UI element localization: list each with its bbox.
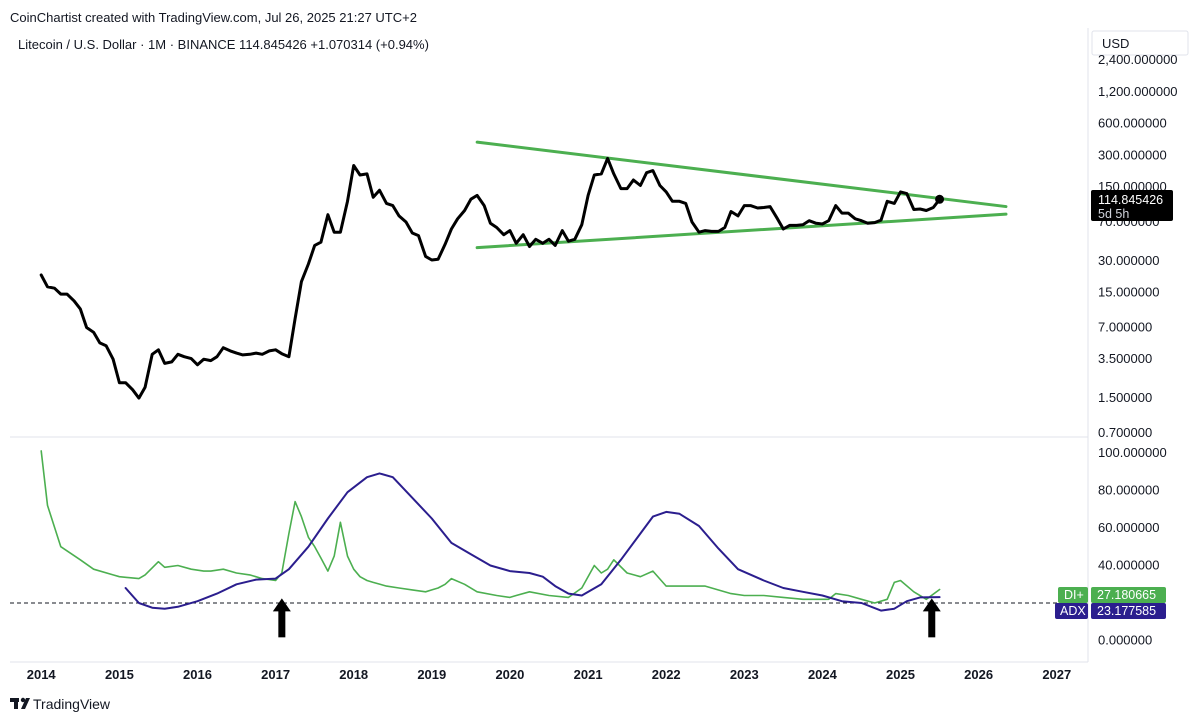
adx-series-line[interactable]: [124, 472, 941, 612]
price-axis-label: 300.000000: [1098, 147, 1167, 162]
time-axis-label: 2024: [808, 667, 838, 682]
adx-tag: ADX 23.177585: [1055, 603, 1166, 619]
price-axis-label: 0.700000: [1098, 425, 1152, 440]
indicator-axis-label: 100.000000: [1098, 445, 1167, 460]
adx-tag-value-box: [1091, 603, 1166, 619]
price-tag: 114.845426 5d 5h: [1091, 190, 1173, 221]
trendline-upper[interactable]: [475, 140, 1008, 209]
time-axis-label: 2017: [261, 667, 290, 682]
di-tag-label: DI+: [1064, 588, 1084, 602]
time-axis-label: 2023: [730, 667, 759, 682]
time-axis-label: 2022: [652, 667, 681, 682]
tradingview-logo[interactable]: TradingView: [10, 696, 111, 712]
price-axis-label: 1.500000: [1098, 390, 1152, 405]
adx-tag-value: 23.177585: [1097, 604, 1156, 618]
time-axis-label: 2025: [886, 667, 915, 682]
currency-button[interactable]: [1091, 30, 1189, 56]
time-axis[interactable]: 2014 2015 2016 2017 2018 2019 2020 2021 2022 2023…: [27, 667, 1072, 682]
price-axis-label: 15.000000: [1098, 285, 1159, 300]
price-series-line[interactable]: [39, 156, 942, 400]
di-tag-name-box: [1058, 587, 1088, 603]
time-axis-label: 2027: [1042, 667, 1071, 682]
time-axis-label: 2019: [417, 667, 446, 682]
price-tag-value: 114.845426: [1098, 193, 1163, 207]
last-price-marker[interactable]: [935, 194, 945, 204]
indicator-axis-label: 80.000000: [1098, 482, 1159, 497]
price-pane[interactable]: [39, 140, 1008, 400]
indicator-axis-label: 40.000000: [1098, 558, 1159, 573]
di-tag-value: 27.180665: [1097, 588, 1156, 602]
di-tag: DI+ 27.180665: [1058, 587, 1166, 603]
currency-label: USD: [1102, 36, 1129, 51]
adx-tag-label: ADX: [1060, 604, 1086, 618]
adx-tag-name-box: [1055, 603, 1088, 619]
indicator-axis-label: 60.000000: [1098, 520, 1159, 535]
price-tag-box: [1091, 190, 1173, 221]
time-axis-label: 2026: [964, 667, 993, 682]
time-axis-label: 2016: [183, 667, 212, 682]
price-axis-label: 600.000000: [1098, 116, 1167, 131]
indicator-axis-label: 0.000000: [1098, 633, 1152, 648]
up-arrow-icon: [272, 598, 291, 638]
price-axis-label: 3.500000: [1098, 351, 1152, 366]
di-plus-series-line[interactable]: [40, 450, 941, 604]
up-arrow-icon: [922, 598, 941, 638]
di-tag-value-box: [1091, 587, 1166, 603]
time-axis-label: 2018: [339, 667, 368, 682]
price-axis[interactable]: 0.700000 1.500000 3.500000 7.000000 15.00000…: [1098, 52, 1178, 440]
tradingview-brand: TradingView: [33, 696, 111, 712]
price-axis-label: 7.000000: [1098, 320, 1152, 335]
trendline-lower[interactable]: [475, 212, 1008, 250]
price-axis-label: 2,400.000000: [1098, 52, 1178, 67]
time-axis-label: 2014: [27, 667, 57, 682]
symbol-legend[interactable]: Litecoin / U.S. Dollar · 1M · BINANCE 11…: [18, 37, 429, 52]
time-axis-label: 2015: [105, 667, 134, 682]
time-axis-label: 2021: [574, 667, 603, 682]
chart-caption: CoinChartist created with TradingView.co…: [10, 10, 417, 25]
price-tag-countdown: 5d 5h: [1098, 207, 1129, 221]
price-axis-label: 30.000000: [1098, 253, 1159, 268]
price-axis-label: 1,200.000000: [1098, 84, 1178, 99]
indicator-pane[interactable]: [10, 450, 1088, 638]
time-axis-label: 2020: [495, 667, 524, 682]
tradingview-logo-icon: [10, 697, 30, 709]
